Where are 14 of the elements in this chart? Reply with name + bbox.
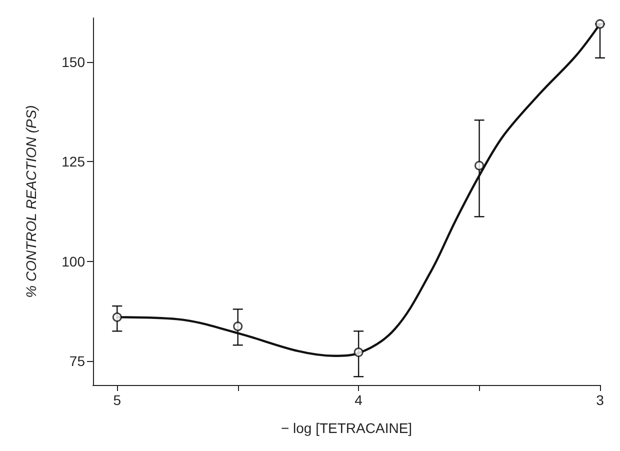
x-tick-label: 5 xyxy=(113,392,122,408)
y-axis-title: % CONTROL REACTION (PS) xyxy=(23,105,39,298)
point xyxy=(474,160,484,170)
point xyxy=(595,19,605,29)
y-tick-label: 100 xyxy=(62,253,86,270)
point xyxy=(112,312,122,322)
y-tick-label: 150 xyxy=(62,54,86,70)
point xyxy=(233,322,243,332)
y-tick-label: 125 xyxy=(62,154,86,170)
y-tick-label: 75 xyxy=(69,353,86,370)
x-tick-label: 4 xyxy=(354,392,363,408)
x-axis-title: − log [TETRACAINE] xyxy=(280,420,412,436)
x-tick-label: 3 xyxy=(596,392,604,408)
point xyxy=(354,348,364,358)
